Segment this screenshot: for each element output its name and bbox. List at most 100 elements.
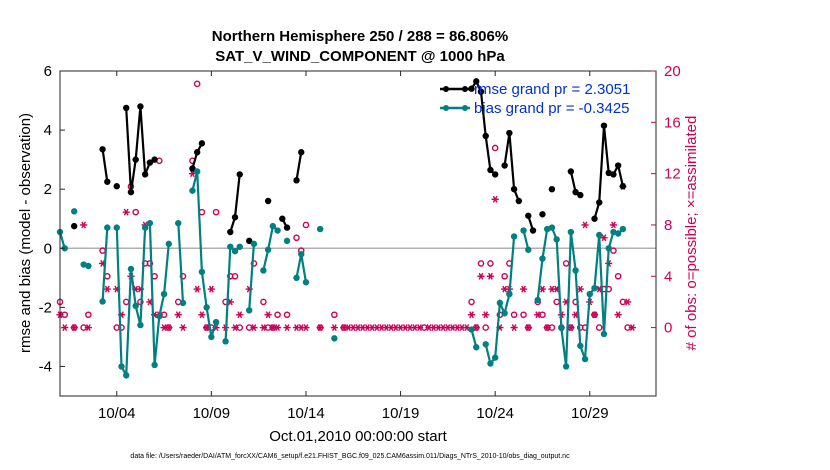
rmse-point: [477, 88, 485, 95]
obs-possible-point: [477, 260, 485, 267]
obs-assimilated-point: [236, 311, 244, 319]
obs-assimilated-stroke: [535, 311, 541, 319]
obs-assimilated-stroke: [568, 324, 574, 332]
rmse-point: [132, 156, 139, 163]
bias-point: [198, 268, 206, 276]
bias-point: [236, 243, 243, 250]
bias-point: [269, 222, 277, 230]
obs-assimilated-stroke: [582, 221, 588, 229]
bias-point: [113, 224, 120, 231]
obs-possible-point: [614, 272, 622, 280]
bias-point: [193, 168, 201, 175]
bias-point: [175, 219, 182, 227]
rmse-point: [189, 165, 196, 172]
bias-point: [250, 240, 258, 248]
obs-assimilated-stroke: [294, 324, 299, 332]
obs-assimilated-stroke: [625, 298, 631, 306]
bias-point: [548, 224, 556, 231]
bias-point: [146, 219, 154, 227]
y-axis-right-label: # of obs: o=possible; ×=assimilated: [683, 116, 700, 351]
y-tick-label: 0: [44, 240, 52, 257]
obs-assimilated-stroke: [208, 285, 214, 293]
obs-assimilated-stroke: [379, 324, 385, 332]
obs-assimilated-stroke: [398, 324, 403, 332]
bias-point: [487, 360, 494, 367]
bias-point: [496, 299, 504, 307]
bias-point: [468, 326, 475, 333]
obs-assimilated-stroke: [355, 324, 361, 332]
obs-assimilated-stroke: [393, 324, 399, 332]
obs-assimilated-stroke: [237, 311, 243, 319]
y-right-tick-label: 12: [664, 166, 681, 183]
bias-point: [558, 324, 565, 332]
obs-possible-point: [193, 80, 201, 88]
bias-point: [99, 298, 106, 305]
obs-assimilated-point: [628, 324, 636, 332]
rmse-point: [99, 146, 106, 153]
obs-assimilated-point: [302, 324, 310, 332]
obs-assimilated-point: [576, 285, 584, 293]
obs-assimilated-stroke: [388, 324, 394, 332]
y-axis-label: rmse and bias (model - observation): [17, 113, 34, 353]
obs-assimilated-point: [534, 311, 542, 319]
bias-point: [208, 333, 215, 341]
rmse-point: [482, 132, 489, 140]
obs-assimilated-stroke: [615, 311, 621, 319]
obs-assimilated-point: [477, 272, 485, 280]
bias-point: [260, 267, 267, 274]
obs-assimilated-stroke: [123, 208, 129, 216]
bias-point: [160, 290, 168, 298]
bias-point: [534, 296, 541, 304]
obs-assimilated-point: [174, 311, 182, 319]
obs-assimilated-stroke: [592, 311, 597, 319]
obs-possible-point: [231, 272, 239, 280]
bias-point: [520, 227, 527, 234]
x-axis-label: Oct.01,2010 00:00:00 start: [269, 428, 447, 445]
rmse-point: [572, 188, 579, 196]
bias-point: [127, 265, 135, 273]
obs-assimilated-point: [259, 324, 267, 332]
obs-possible-point: [510, 311, 518, 319]
rmse-point: [473, 78, 480, 85]
bias-point: [581, 355, 589, 363]
obs-assimilated-stroke: [190, 170, 195, 178]
obs-assimilated-stroke: [213, 324, 219, 332]
obs-assimilated-stroke: [360, 324, 366, 332]
rmse-point: [491, 171, 499, 178]
obs-assimilated-point: [543, 324, 551, 332]
x-tick-label: 10/24: [476, 405, 514, 422]
obs-assimilated-stroke: [464, 324, 470, 332]
rmse-point: [151, 156, 158, 163]
obs-possible-point: [491, 144, 499, 152]
rmse-point: [146, 159, 154, 166]
rmse-point: [231, 214, 239, 221]
bias-point: [283, 237, 291, 245]
obs-possible-point: [487, 260, 494, 267]
obs-assimilated-point: [179, 324, 187, 332]
obs-assimilated-point: [491, 195, 499, 203]
obs-assimilated-stroke: [601, 234, 607, 242]
obs-assimilated-stroke: [549, 285, 555, 293]
obs-assimilated-stroke: [431, 324, 437, 332]
obs-assimilated-point: [84, 324, 92, 332]
obs-assimilated-point: [250, 324, 258, 332]
bias-point: [501, 310, 508, 317]
obs-assimilated-stroke: [502, 285, 508, 293]
legend-rmse-marker: [443, 86, 449, 92]
rmse-line-segment: [101, 149, 109, 182]
chart-subtitle: SAT_V_WIND_COMPONENT @ 1000 hPa: [215, 48, 505, 65]
rmse-point: [510, 185, 518, 193]
rmse-point: [227, 228, 234, 236]
bias-point: [510, 233, 518, 240]
obs-assimilated-stroke: [426, 324, 432, 332]
obs-assimilated-stroke: [194, 285, 200, 293]
x-tick-label: 10/09: [193, 405, 231, 422]
chart-title: Northern Hemisphere 250 / 288 = 86.806%: [212, 28, 508, 45]
obs-assimilated-stroke: [166, 324, 172, 332]
rmse-point: [104, 178, 111, 185]
bias-line-segment: [522, 230, 530, 251]
legend-bias-marker: [443, 105, 449, 111]
bias-point: [553, 236, 560, 243]
bias-point: [141, 224, 149, 231]
